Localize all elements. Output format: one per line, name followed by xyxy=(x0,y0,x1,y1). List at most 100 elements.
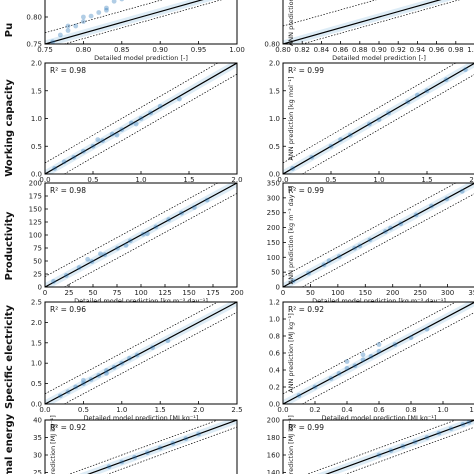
lower-bound-line xyxy=(302,312,474,404)
x-tick-label: 0.86 xyxy=(333,46,349,54)
data-point xyxy=(177,96,182,102)
lower-bound-line xyxy=(302,74,474,174)
upper-bound-line xyxy=(45,183,219,277)
plot-frame xyxy=(44,301,238,405)
x-tick-label: 2.0 xyxy=(469,176,474,184)
x-tick-label: 0.4 xyxy=(341,406,353,414)
y-tick-label: 40 xyxy=(33,417,42,425)
data-point xyxy=(347,132,353,138)
x-tick-label: 0.0 xyxy=(277,406,288,414)
x-tick-label: 175 xyxy=(206,289,219,297)
data-point xyxy=(102,252,108,258)
plot-area xyxy=(45,420,237,474)
data-point xyxy=(65,23,71,29)
y-axis-label: ANN prediction [kg m⁻³ day⁻¹] xyxy=(287,186,295,284)
data-point xyxy=(448,426,454,432)
data-point xyxy=(90,143,96,149)
y-tick-label: 200 xyxy=(267,224,280,232)
y-tick-label: 0.6 xyxy=(269,350,281,358)
y-tick-label: 0.80 xyxy=(26,14,42,22)
data-point xyxy=(81,381,86,386)
row-labels: Pu Working capacity Productivity Specifi… xyxy=(4,23,15,474)
data-point xyxy=(352,363,358,369)
r-squared-label: R² = 0.99 xyxy=(288,66,324,75)
r-squared-label: R² = 0.92 xyxy=(288,305,324,314)
panel-specific-electricity-right: 0.0 0.2 0.4 0.6 0.8 1.0 1.2 0.0 0.2 0.4 0.6 0.8 1.0 1… xyxy=(269,299,474,422)
data-point xyxy=(466,420,472,425)
x-tick-label: 100 xyxy=(331,289,344,297)
data-point xyxy=(179,210,184,216)
data-point xyxy=(81,19,86,24)
data-point xyxy=(89,259,95,264)
x-axis-label: Detailed model prediction [-] xyxy=(94,54,188,62)
data-point xyxy=(65,28,71,33)
data-point xyxy=(127,238,133,244)
data-point xyxy=(459,188,465,194)
data-point xyxy=(81,14,86,20)
x-tick-label: 0.8 xyxy=(405,406,416,414)
parity-line xyxy=(45,0,204,44)
data-point xyxy=(463,67,468,73)
y-tick-label: 0.0 xyxy=(31,171,42,179)
x-tick-label: 1.5 xyxy=(421,176,432,184)
x-tick-label: 1.0 xyxy=(116,406,127,414)
data-point xyxy=(165,338,171,344)
data-point xyxy=(133,121,139,127)
y-tick-label: 0 xyxy=(38,284,42,292)
x-tick-label: 150 xyxy=(182,289,195,297)
x-tick-label: 0.95 xyxy=(191,46,207,54)
data-point xyxy=(88,13,94,19)
data-point xyxy=(360,352,366,358)
row-label-specific-electricity: Specific electricity xyxy=(4,305,15,410)
data-point xyxy=(460,421,466,427)
x-tick-label: 0.96 xyxy=(429,46,445,54)
x-tick-label: 0.90 xyxy=(152,46,168,54)
plot-area xyxy=(283,0,474,44)
plot-content xyxy=(45,183,237,287)
x-tick-label: 75 xyxy=(113,289,122,297)
x-tick-label: 1.2 xyxy=(469,406,474,414)
x-tick-label: 0 xyxy=(281,289,285,297)
upper-bound-line xyxy=(283,183,457,277)
data-point xyxy=(85,256,91,262)
y-tick-label: 2.0 xyxy=(31,60,42,68)
y-tick-label: 75 xyxy=(33,245,42,253)
x-tick-label: 0.0 xyxy=(277,176,288,184)
data-point xyxy=(290,278,296,284)
data-point xyxy=(119,127,125,132)
y-tick-label: 180 xyxy=(267,434,280,442)
data-point xyxy=(443,77,449,83)
parity-line xyxy=(45,183,237,287)
data-point xyxy=(50,39,56,44)
upper-bound-line xyxy=(45,302,219,395)
x-tick-label: 0.90 xyxy=(371,46,387,54)
parity-line xyxy=(325,420,474,474)
data-point xyxy=(76,265,82,270)
y-tick-label: 0.0 xyxy=(31,401,42,409)
data-point xyxy=(157,445,163,451)
plot-content xyxy=(283,183,474,287)
r-squared-label: R² = 0.98 xyxy=(50,186,86,195)
y-tick-label: 0.0 xyxy=(269,171,280,179)
row-label-productivity: Productivity xyxy=(4,211,15,280)
data-point xyxy=(196,431,202,437)
x-tick-label: 0.94 xyxy=(410,46,426,54)
y-tick-label: 2.0 xyxy=(269,60,280,68)
data-point xyxy=(328,376,334,381)
data-point xyxy=(170,440,176,446)
y-tick-label: 1.5 xyxy=(31,87,42,95)
y-tick-label: 100 xyxy=(29,232,42,240)
data-point xyxy=(119,0,124,2)
panel-purity-right: 0.80 0.82 0.84 0.86 0.88 0.90 0.92 0.94 0.96 0.98… xyxy=(264,0,474,62)
data-point xyxy=(81,148,86,154)
lower-bound-line xyxy=(302,0,460,44)
data-point xyxy=(444,196,450,202)
lower-bound-line xyxy=(107,426,237,474)
panel-thermal-energy-left: 2025303540ANN prediction [MJ kg⁻¹]R² = 0… xyxy=(33,415,238,474)
y-tick-label: 1.2 xyxy=(269,299,280,307)
data-point xyxy=(98,251,103,257)
x-tick-label: 25 xyxy=(65,289,74,297)
data-point xyxy=(357,243,363,249)
data-point xyxy=(312,384,318,390)
